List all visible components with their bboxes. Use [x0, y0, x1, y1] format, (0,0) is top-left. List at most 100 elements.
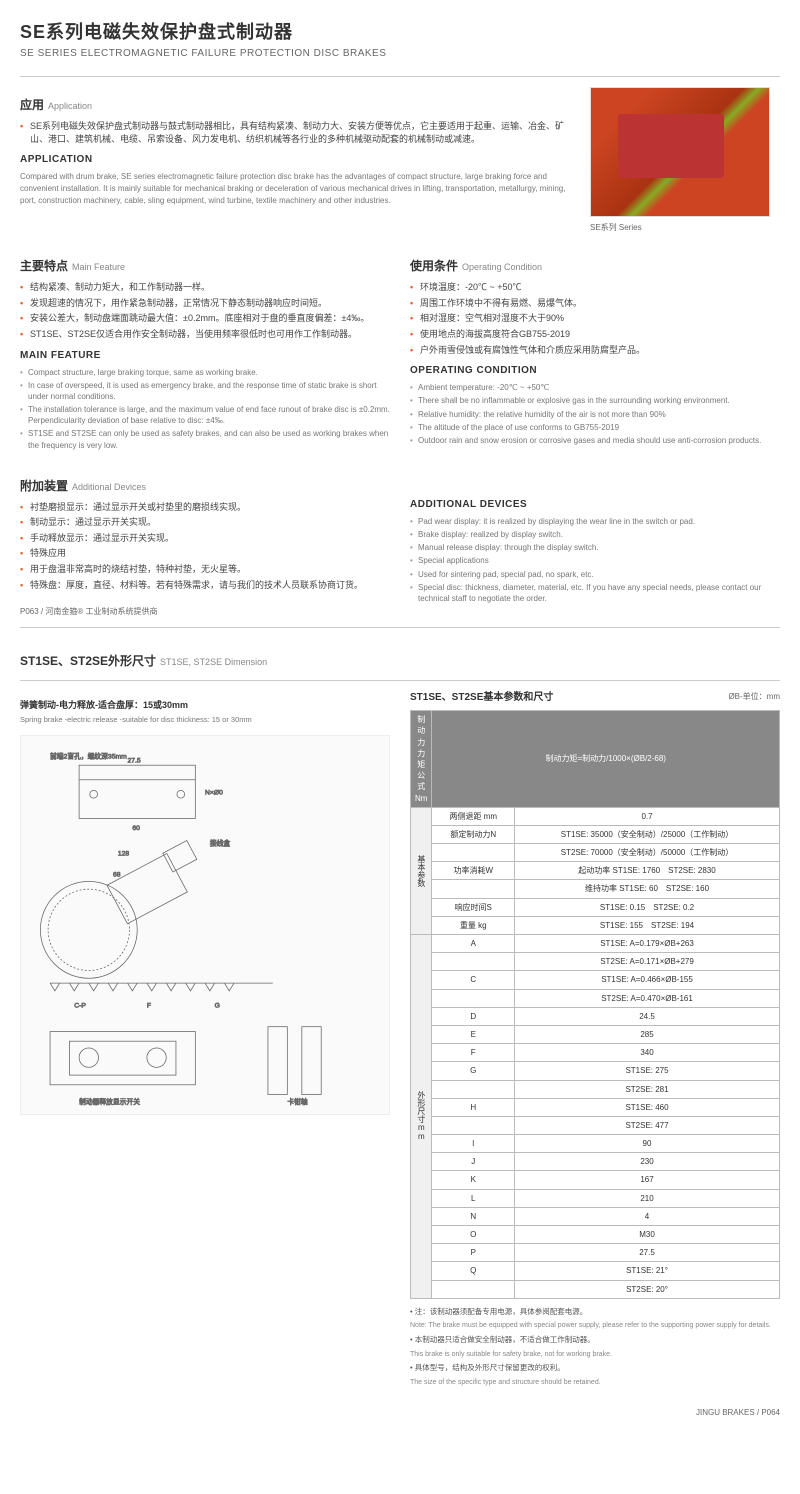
bullet: Ambient temperature: -20℃ ~ +50℃: [410, 382, 780, 393]
bullet: 手动释放显示：通过显示开关实现。: [20, 532, 390, 545]
param-value: ST1SE: A=0.466×ØB-155: [515, 971, 780, 989]
param-name: C: [432, 971, 515, 989]
svg-text:N×Ø0: N×Ø0: [205, 790, 223, 797]
svg-text:68: 68: [113, 872, 121, 879]
addl-title-en: ADDITIONAL DEVICES: [410, 498, 780, 512]
cond-title: 使用条件Operating Condition: [410, 258, 780, 275]
param-name: 重量 kg: [432, 916, 515, 934]
param-name: [432, 1080, 515, 1098]
bullet: 安装公差大，制动盘端面跳动最大值：±0.2mm。底座相对于盘的垂直度偏差：±4‰…: [20, 312, 390, 325]
param-name: I: [432, 1135, 515, 1153]
param-name: H: [432, 1098, 515, 1116]
param-name: [432, 953, 515, 971]
note-cn: • 注：该制动器须配备专用电源，具体参阅配套电源。: [410, 1307, 780, 1318]
svg-text:128: 128: [118, 851, 130, 858]
divider: [20, 680, 780, 681]
bullet: 相对湿度：空气相对湿度不大于90%: [410, 312, 780, 325]
divider: [20, 627, 780, 628]
param-value: 起动功率 ST1SE: 1760 ST2SE: 2830: [515, 862, 780, 880]
note-en: This brake is only suitable for safety b…: [410, 1350, 780, 1360]
dimension-section: ST1SE、ST2SE外形尺寸ST1SE, ST2SE Dimension 弹簧…: [20, 653, 780, 1391]
param-value: 27.5: [515, 1244, 780, 1262]
app-bullets-cn: SE系列电磁失效保护盘式制动器与鼓式制动器相比，具有结构紧凑、制动力大、安装方便…: [20, 120, 570, 145]
title-en: SE SERIES ELECTROMAGNETIC FAILURE PROTEC…: [20, 47, 780, 61]
param-value: ST2SE: 281: [515, 1080, 780, 1098]
svg-text:60: 60: [132, 825, 140, 832]
svg-text:前端2盲孔，螺纹深35mm: 前端2盲孔，螺纹深35mm: [50, 752, 127, 761]
cond-bullets-cn: 环境温度：-20℃ ~ +50℃周围工作环境中不得有易燃、易爆气体。相对湿度：空…: [410, 281, 780, 356]
param-value: 230: [515, 1153, 780, 1171]
feat-bullets-cn: 结构紧凑、制动力矩大，和工作制动器一样。发现超速的情况下，用作紧急制动器，正常情…: [20, 281, 390, 340]
bullet: Special applications: [410, 555, 780, 566]
dim-subtitle-en: Spring brake -electric release -suitable…: [20, 715, 390, 726]
param-value: 90: [515, 1135, 780, 1153]
param-value: ST2SE: 70000（安全制动）/50000（工作制动）: [515, 844, 780, 862]
notes: • 注：该制动器须配备专用电源，具体参阅配套电源。Note: The brake…: [410, 1307, 780, 1388]
param-name: D: [432, 1007, 515, 1025]
param-value: ST1SE: 21°: [515, 1262, 780, 1280]
title-cn: SE系列电磁失效保护盘式制动器: [20, 20, 780, 45]
feat-title: 主要特点Main Feature: [20, 258, 390, 275]
cond-title-en: OPERATING CONDITION: [410, 364, 780, 378]
param-value: ST1SE: A=0.179×ØB+263: [515, 935, 780, 953]
param-value: 285: [515, 1025, 780, 1043]
param-name: A: [432, 935, 515, 953]
param-value: 24.5: [515, 1007, 780, 1025]
note-cn: • 具体型号，结构及外形尺寸保留更改的权利。: [410, 1363, 780, 1374]
note-cn: • 本制动器只适合做安全制动器，不适合做工作制动器。: [410, 1335, 780, 1346]
dim-subtitle-cn: 弹簧制动-电力释放-适合盘厚：15或30mm: [20, 699, 390, 712]
param-value: ST1SE: 155 ST2SE: 194: [515, 916, 780, 934]
app-title-en: APPLICATION: [20, 153, 570, 167]
param-name: 额定制动力N: [432, 825, 515, 843]
svg-text:接线盒: 接线盒: [210, 839, 231, 848]
param-name: J: [432, 1153, 515, 1171]
bullet: In case of overspeed, it is used as emer…: [20, 380, 390, 402]
bullet: 发现超速的情况下，用作紧急制动器，正常情况下静态制动器响应时间短。: [20, 297, 390, 310]
bullet: 户外雨雪侵蚀或有腐蚀性气体和介质应采用防腐型产品。: [410, 344, 780, 357]
param-name: 两侧退距 mm: [432, 807, 515, 825]
param-name: G: [432, 1062, 515, 1080]
feat-bullets-en: Compact structure, large braking torque,…: [20, 367, 390, 451]
param-value: ST1SE: 35000（安全制动）/25000（工作制动）: [515, 825, 780, 843]
th: 制动力矩=制动力/1000×(ØB/2-68): [432, 711, 780, 808]
bullet: Pad wear display: it is realized by disp…: [410, 516, 780, 527]
bullet: 制动显示：通过显示开关实现。: [20, 516, 390, 529]
group-label: 外形尺寸mm: [411, 935, 432, 1299]
param-value: 167: [515, 1171, 780, 1189]
svg-text:F: F: [147, 1003, 151, 1010]
param-value: ST1SE: 0.15 ST2SE: 0.2: [515, 898, 780, 916]
param-value: 维持功率 ST1SE: 60 ST2SE: 160: [515, 880, 780, 898]
svg-text:C-P: C-P: [74, 1003, 86, 1010]
group-label: 基本参数: [411, 807, 432, 934]
param-name: Q: [432, 1262, 515, 1280]
feature-cond-row: 主要特点Main Feature 结构紧凑、制动力矩大，和工作制动器一样。发现超…: [20, 248, 780, 452]
bullet: 用于盘温非常高时的烧结衬垫，特种衬垫，无火星等。: [20, 563, 390, 576]
svg-text:27.5: 27.5: [128, 758, 141, 765]
addl-row: 附加装置Additional Devices 衬垫磨损显示：通过显示开关或衬垫里…: [20, 468, 780, 618]
product-image: [590, 87, 770, 217]
param-name: N: [432, 1207, 515, 1225]
param-value: ST1SE: 275: [515, 1062, 780, 1080]
addl-title: 附加装置Additional Devices: [20, 478, 390, 495]
note-en: The size of the specific type and struct…: [410, 1378, 780, 1388]
param-name: K: [432, 1171, 515, 1189]
svg-text:G: G: [215, 1003, 220, 1010]
param-name: [432, 880, 515, 898]
param-value: ST1SE: 460: [515, 1098, 780, 1116]
param-value: ST2SE: 477: [515, 1116, 780, 1134]
bullet: Manual release display: through the disp…: [410, 542, 780, 553]
param-name: [432, 989, 515, 1007]
param-name: [432, 844, 515, 862]
bullet: The altitude of the place of use conform…: [410, 422, 780, 433]
param-name: [432, 1116, 515, 1134]
addl-bullets-en: Pad wear display: it is realized by disp…: [410, 516, 780, 604]
bullet: Relative humidity: the relative humidity…: [410, 409, 780, 420]
bullet: ST1SE、ST2SE仅适合用作安全制动器，当使用频率很低时也可用作工作制动器。: [20, 328, 390, 341]
bullet: There shall be no inflammable or explosi…: [410, 395, 780, 406]
param-value: ST2SE: A=0.470×ØB-161: [515, 989, 780, 1007]
param-name: O: [432, 1226, 515, 1244]
param-value: ST2SE: A=0.171×ØB+279: [515, 953, 780, 971]
bullet: SE系列电磁失效保护盘式制动器与鼓式制动器相比，具有结构紧凑、制动力大、安装方便…: [20, 120, 570, 145]
svg-text:制动器释放显示开关: 制动器释放显示开关: [79, 1097, 140, 1106]
bullet: Special disc: thickness, diameter, mater…: [410, 582, 780, 604]
